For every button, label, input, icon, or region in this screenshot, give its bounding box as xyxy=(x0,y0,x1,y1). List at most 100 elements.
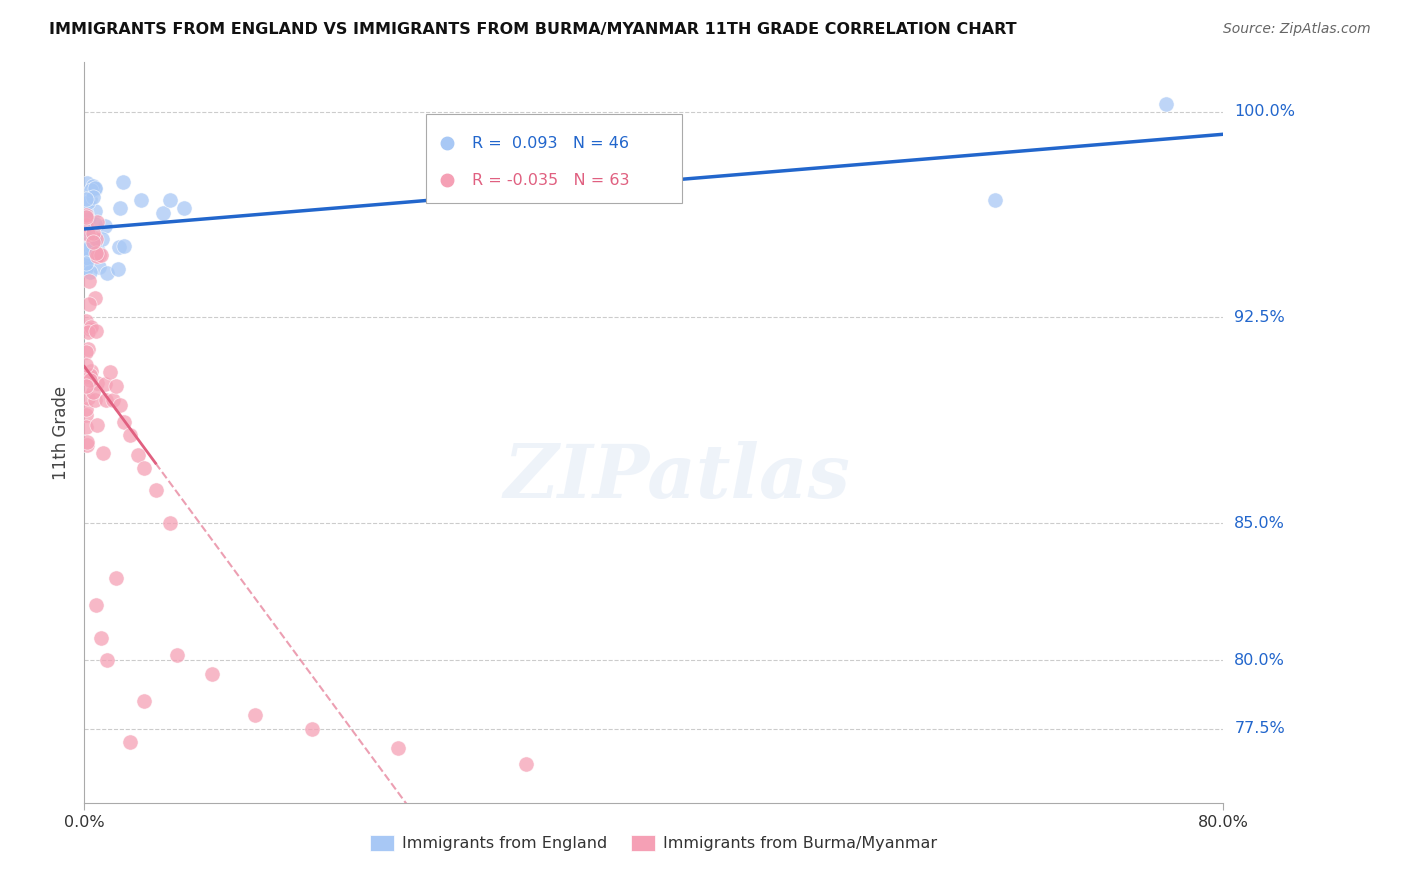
Point xyxy=(387,741,409,756)
Point xyxy=(173,201,195,215)
Point xyxy=(75,408,97,422)
Point xyxy=(75,258,97,272)
Text: R =  0.093   N = 46: R = 0.093 N = 46 xyxy=(471,136,628,151)
Point xyxy=(79,319,101,334)
Point xyxy=(76,256,98,270)
Point xyxy=(76,244,98,258)
Point xyxy=(80,238,103,252)
Point xyxy=(1156,96,1178,111)
Point xyxy=(98,365,121,379)
Point xyxy=(152,206,174,220)
Point xyxy=(84,392,107,407)
Point xyxy=(90,248,112,262)
Point xyxy=(77,297,100,311)
Point xyxy=(112,239,135,253)
Point xyxy=(77,194,100,209)
Point xyxy=(75,420,97,434)
Point xyxy=(82,190,104,204)
Point xyxy=(86,249,108,263)
Point xyxy=(75,210,97,224)
Text: 80.0%: 80.0% xyxy=(1234,653,1285,668)
Point xyxy=(75,401,97,416)
Point xyxy=(118,428,141,442)
Point xyxy=(79,373,101,387)
Point xyxy=(77,227,100,242)
Point xyxy=(76,325,98,339)
Text: Source: ZipAtlas.com: Source: ZipAtlas.com xyxy=(1223,22,1371,37)
Text: 100.0%: 100.0% xyxy=(1234,104,1295,120)
Point xyxy=(82,179,104,194)
Point xyxy=(82,227,104,241)
Point xyxy=(76,438,98,452)
Point xyxy=(86,215,108,229)
Point xyxy=(76,176,98,190)
Point xyxy=(145,483,167,498)
Point xyxy=(75,260,97,275)
Point xyxy=(515,757,537,772)
Point xyxy=(83,182,105,196)
Point xyxy=(159,193,181,207)
Point xyxy=(77,251,100,265)
Point xyxy=(84,245,107,260)
Point xyxy=(82,235,104,249)
Point xyxy=(82,385,104,400)
Point xyxy=(76,217,98,231)
Point xyxy=(89,260,111,274)
Text: ZIPatlas: ZIPatlas xyxy=(503,441,851,513)
Point xyxy=(79,265,101,279)
Point xyxy=(131,193,153,207)
Point xyxy=(87,248,110,262)
Point xyxy=(104,571,127,585)
Point xyxy=(87,244,110,259)
Point xyxy=(134,461,156,475)
Point xyxy=(86,376,108,390)
Text: 77.5%: 77.5% xyxy=(1234,722,1285,736)
Point xyxy=(107,240,129,254)
Point xyxy=(159,516,181,530)
Point xyxy=(83,203,105,218)
Point xyxy=(96,653,118,667)
Point xyxy=(77,211,100,226)
Text: 92.5%: 92.5% xyxy=(1234,310,1285,325)
Point xyxy=(75,344,97,359)
Point xyxy=(118,735,141,749)
Point xyxy=(112,415,135,429)
Point xyxy=(134,694,156,708)
Point xyxy=(86,417,108,432)
Text: IMMIGRANTS FROM ENGLAND VS IMMIGRANTS FROM BURMA/MYANMAR 11TH GRADE CORRELATION : IMMIGRANTS FROM ENGLAND VS IMMIGRANTS FR… xyxy=(49,22,1017,37)
Point xyxy=(93,219,115,234)
Point xyxy=(76,252,98,266)
Point xyxy=(75,222,97,236)
Text: 85.0%: 85.0% xyxy=(1234,516,1285,531)
Point xyxy=(75,227,97,241)
Point xyxy=(127,448,149,462)
Point xyxy=(86,324,108,338)
Point xyxy=(76,392,98,406)
Point xyxy=(301,722,323,736)
Point xyxy=(75,205,97,219)
FancyBboxPatch shape xyxy=(426,114,682,203)
Point xyxy=(201,667,224,681)
Point xyxy=(75,314,97,328)
Point xyxy=(76,342,98,356)
Point xyxy=(91,446,114,460)
Point xyxy=(79,368,101,382)
Y-axis label: 11th Grade: 11th Grade xyxy=(52,385,70,480)
Point xyxy=(80,364,103,378)
Point xyxy=(108,201,131,215)
Point xyxy=(101,392,124,407)
Point xyxy=(79,321,101,335)
Legend: Immigrants from England, Immigrants from Burma/Myanmar: Immigrants from England, Immigrants from… xyxy=(364,829,943,858)
Point xyxy=(84,232,107,246)
Point xyxy=(107,262,129,277)
Point xyxy=(75,218,97,232)
Point xyxy=(108,398,131,412)
Point xyxy=(75,379,97,393)
Point xyxy=(245,708,267,723)
Point xyxy=(75,192,97,206)
Point xyxy=(79,192,101,206)
Point xyxy=(80,184,103,198)
Point xyxy=(166,648,188,662)
Point xyxy=(83,235,105,249)
Point xyxy=(96,266,118,280)
